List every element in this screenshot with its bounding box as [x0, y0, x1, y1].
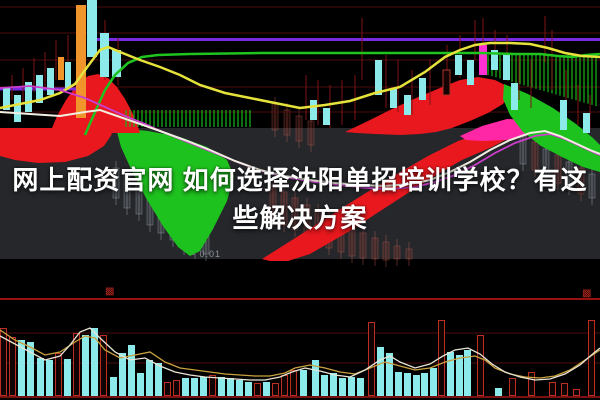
headline-line-2: 些解决方案: [232, 203, 368, 233]
price-change-label: - 0.01: [192, 249, 222, 259]
candles: [3, 0, 590, 133]
watermark-icon: ▩: [582, 288, 592, 299]
level-lines: [0, 298, 600, 398]
watermark-icon: ▩: [105, 286, 115, 297]
ma-lines: [0, 41, 600, 190]
volume-bars: [0, 320, 595, 396]
volume-ma-lines: [0, 327, 600, 381]
indicator-clouds: [0, 74, 600, 261]
headline-line-1: 网上配资官网 如何选择沈阳单招培训学校？有这: [12, 165, 588, 195]
